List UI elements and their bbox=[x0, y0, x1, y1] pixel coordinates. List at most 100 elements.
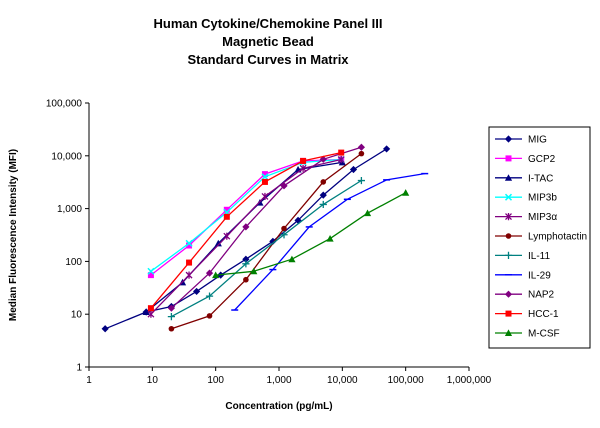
data-point-mip3alpha bbox=[299, 164, 307, 172]
data-point-mig bbox=[383, 145, 391, 153]
data-point-mig bbox=[101, 325, 109, 333]
plot-area: 1 10 100 1,000 10,000 100,000 1 10 100 1,000 10,0… bbox=[46, 99, 492, 387]
data-point-mig bbox=[242, 255, 250, 263]
legend-swatch-marker bbox=[505, 213, 512, 221]
series-hcc-1 bbox=[147, 149, 345, 312]
data-point-m-csf bbox=[288, 255, 296, 263]
x-ticks: 1 10 100 1,000 10,000 100,000 1,000,000 bbox=[86, 367, 492, 386]
legend-swatch-marker bbox=[504, 290, 513, 298]
legend-item-mig: MIG bbox=[495, 135, 547, 146]
series-line-hcc-1 bbox=[150, 151, 342, 309]
series-lymphotactin bbox=[168, 150, 365, 332]
legend-item-hcc-1: HCC-1 bbox=[495, 309, 559, 320]
series-line-lymphotactin bbox=[171, 153, 362, 330]
data-point-lymphotactin bbox=[281, 225, 287, 232]
data-point-mip3alpha bbox=[261, 192, 269, 201]
y-axis-label: Median Fluorescence Intensity (MFI) bbox=[8, 149, 19, 321]
data-point-m-csf bbox=[250, 267, 258, 275]
series-nap2 bbox=[167, 143, 365, 312]
data-point-hcc-1 bbox=[147, 305, 154, 312]
x-tick-label: 1 bbox=[86, 375, 92, 386]
data-point-nap2 bbox=[357, 143, 365, 151]
x-tick-label: 100,000 bbox=[388, 375, 425, 386]
series-line-il-11 bbox=[171, 179, 362, 318]
chart-title-line-3: Standard Curves in Matrix bbox=[187, 52, 349, 67]
data-point-gcp2 bbox=[223, 206, 230, 213]
data-point-mig bbox=[349, 165, 358, 174]
legend-label: MIG bbox=[528, 135, 547, 146]
series-line-il-29 bbox=[234, 172, 425, 311]
data-point-hcc-1 bbox=[223, 213, 230, 220]
data-point-gcp2 bbox=[261, 171, 268, 178]
data-point-il-11 bbox=[167, 313, 175, 321]
legend-swatch-marker bbox=[505, 155, 512, 162]
legend-label: IL-11 bbox=[528, 251, 550, 262]
data-point-m-csf bbox=[363, 209, 372, 217]
series-line-m-csf bbox=[215, 192, 407, 276]
legend-item-gcp2: GCP2 bbox=[495, 154, 556, 165]
data-point-nap2 bbox=[205, 269, 214, 277]
legend-item-il-11: IL-11 bbox=[495, 251, 550, 262]
data-point-il-11 bbox=[205, 292, 214, 300]
x-tick-label: 1,000 bbox=[266, 375, 291, 386]
data-point-mig bbox=[269, 237, 277, 245]
legend-items: MIG GCP2 I-TAC MIP3b MIP3α Lymphotactin IL-11 I… bbox=[495, 135, 587, 340]
x-tick-label: 10 bbox=[147, 375, 159, 386]
data-point-mip3alpha bbox=[337, 155, 345, 164]
legend-item-mip3alpha: MIP3α bbox=[495, 212, 557, 223]
legend-label: HCC-1 bbox=[528, 309, 559, 320]
data-point-nap2 bbox=[242, 223, 250, 231]
data-point-gcp2 bbox=[186, 242, 193, 249]
data-point-mip3b bbox=[147, 267, 155, 275]
data-point-lymphotactin bbox=[243, 276, 249, 283]
legend-item-lymphotactin: Lymphotactin bbox=[495, 232, 587, 243]
y-tick-label: 1,000 bbox=[57, 204, 82, 215]
data-point-mig bbox=[319, 191, 327, 199]
legend-swatch-marker bbox=[505, 233, 512, 239]
legend-item-nap2: NAP2 bbox=[495, 290, 555, 301]
series-line-mig bbox=[104, 148, 387, 330]
series-line-nap2 bbox=[170, 146, 362, 309]
data-point-il-11 bbox=[357, 176, 365, 185]
series-line-gcp2 bbox=[150, 158, 342, 276]
data-point-nap2 bbox=[280, 182, 288, 190]
legend-item-mip3b: MIP3b bbox=[495, 193, 557, 204]
data-point-nap2 bbox=[167, 304, 175, 312]
y-tick-label: 10,000 bbox=[51, 151, 82, 162]
data-point-mig bbox=[193, 287, 201, 296]
legend-label: M-CSF bbox=[528, 329, 560, 340]
data-point-i-tac bbox=[338, 158, 346, 166]
x-tick-label: 10,000 bbox=[327, 375, 358, 386]
series-line-mip3b bbox=[150, 158, 342, 272]
legend-swatch-marker bbox=[504, 251, 513, 259]
data-point-lymphotactin bbox=[320, 179, 327, 185]
legend-label: MIP3b bbox=[528, 193, 557, 204]
y-tick-label: 100,000 bbox=[46, 99, 83, 110]
legend-item-m-csf: M-CSF bbox=[495, 329, 560, 340]
x-tick-label: 100 bbox=[207, 375, 224, 386]
data-point-hcc-1 bbox=[261, 178, 268, 185]
legend-swatch-marker bbox=[504, 193, 513, 201]
legend-swatch-marker bbox=[504, 135, 513, 143]
y-tick-label: 10 bbox=[71, 310, 83, 321]
legend-item-i-tac: I-TAC bbox=[495, 173, 553, 184]
legend-label: GCP2 bbox=[528, 154, 556, 165]
data-point-lymphotactin bbox=[358, 150, 365, 157]
legend-label: IL-29 bbox=[528, 270, 551, 281]
data-point-mip3alpha bbox=[185, 271, 193, 279]
data-point-il-11 bbox=[280, 231, 288, 239]
data-point-m-csf bbox=[402, 189, 410, 196]
legend-label: NAP2 bbox=[528, 290, 555, 301]
data-point-il-11 bbox=[319, 200, 327, 209]
data-point-lymphotactin bbox=[206, 313, 213, 319]
data-point-i-tac bbox=[214, 239, 222, 247]
data-point-mip3alpha bbox=[147, 310, 155, 318]
data-point-i-tac bbox=[142, 308, 150, 316]
data-point-lymphotactin bbox=[168, 325, 175, 332]
legend-label: MIP3α bbox=[528, 212, 557, 223]
data-point-mip3b bbox=[261, 173, 269, 181]
y-tick-label: 1 bbox=[76, 363, 82, 374]
legend-label: Lymphotactin bbox=[528, 232, 587, 243]
chart-title-line-1: Human Cytokine/Chemokine Panel III bbox=[154, 16, 383, 31]
